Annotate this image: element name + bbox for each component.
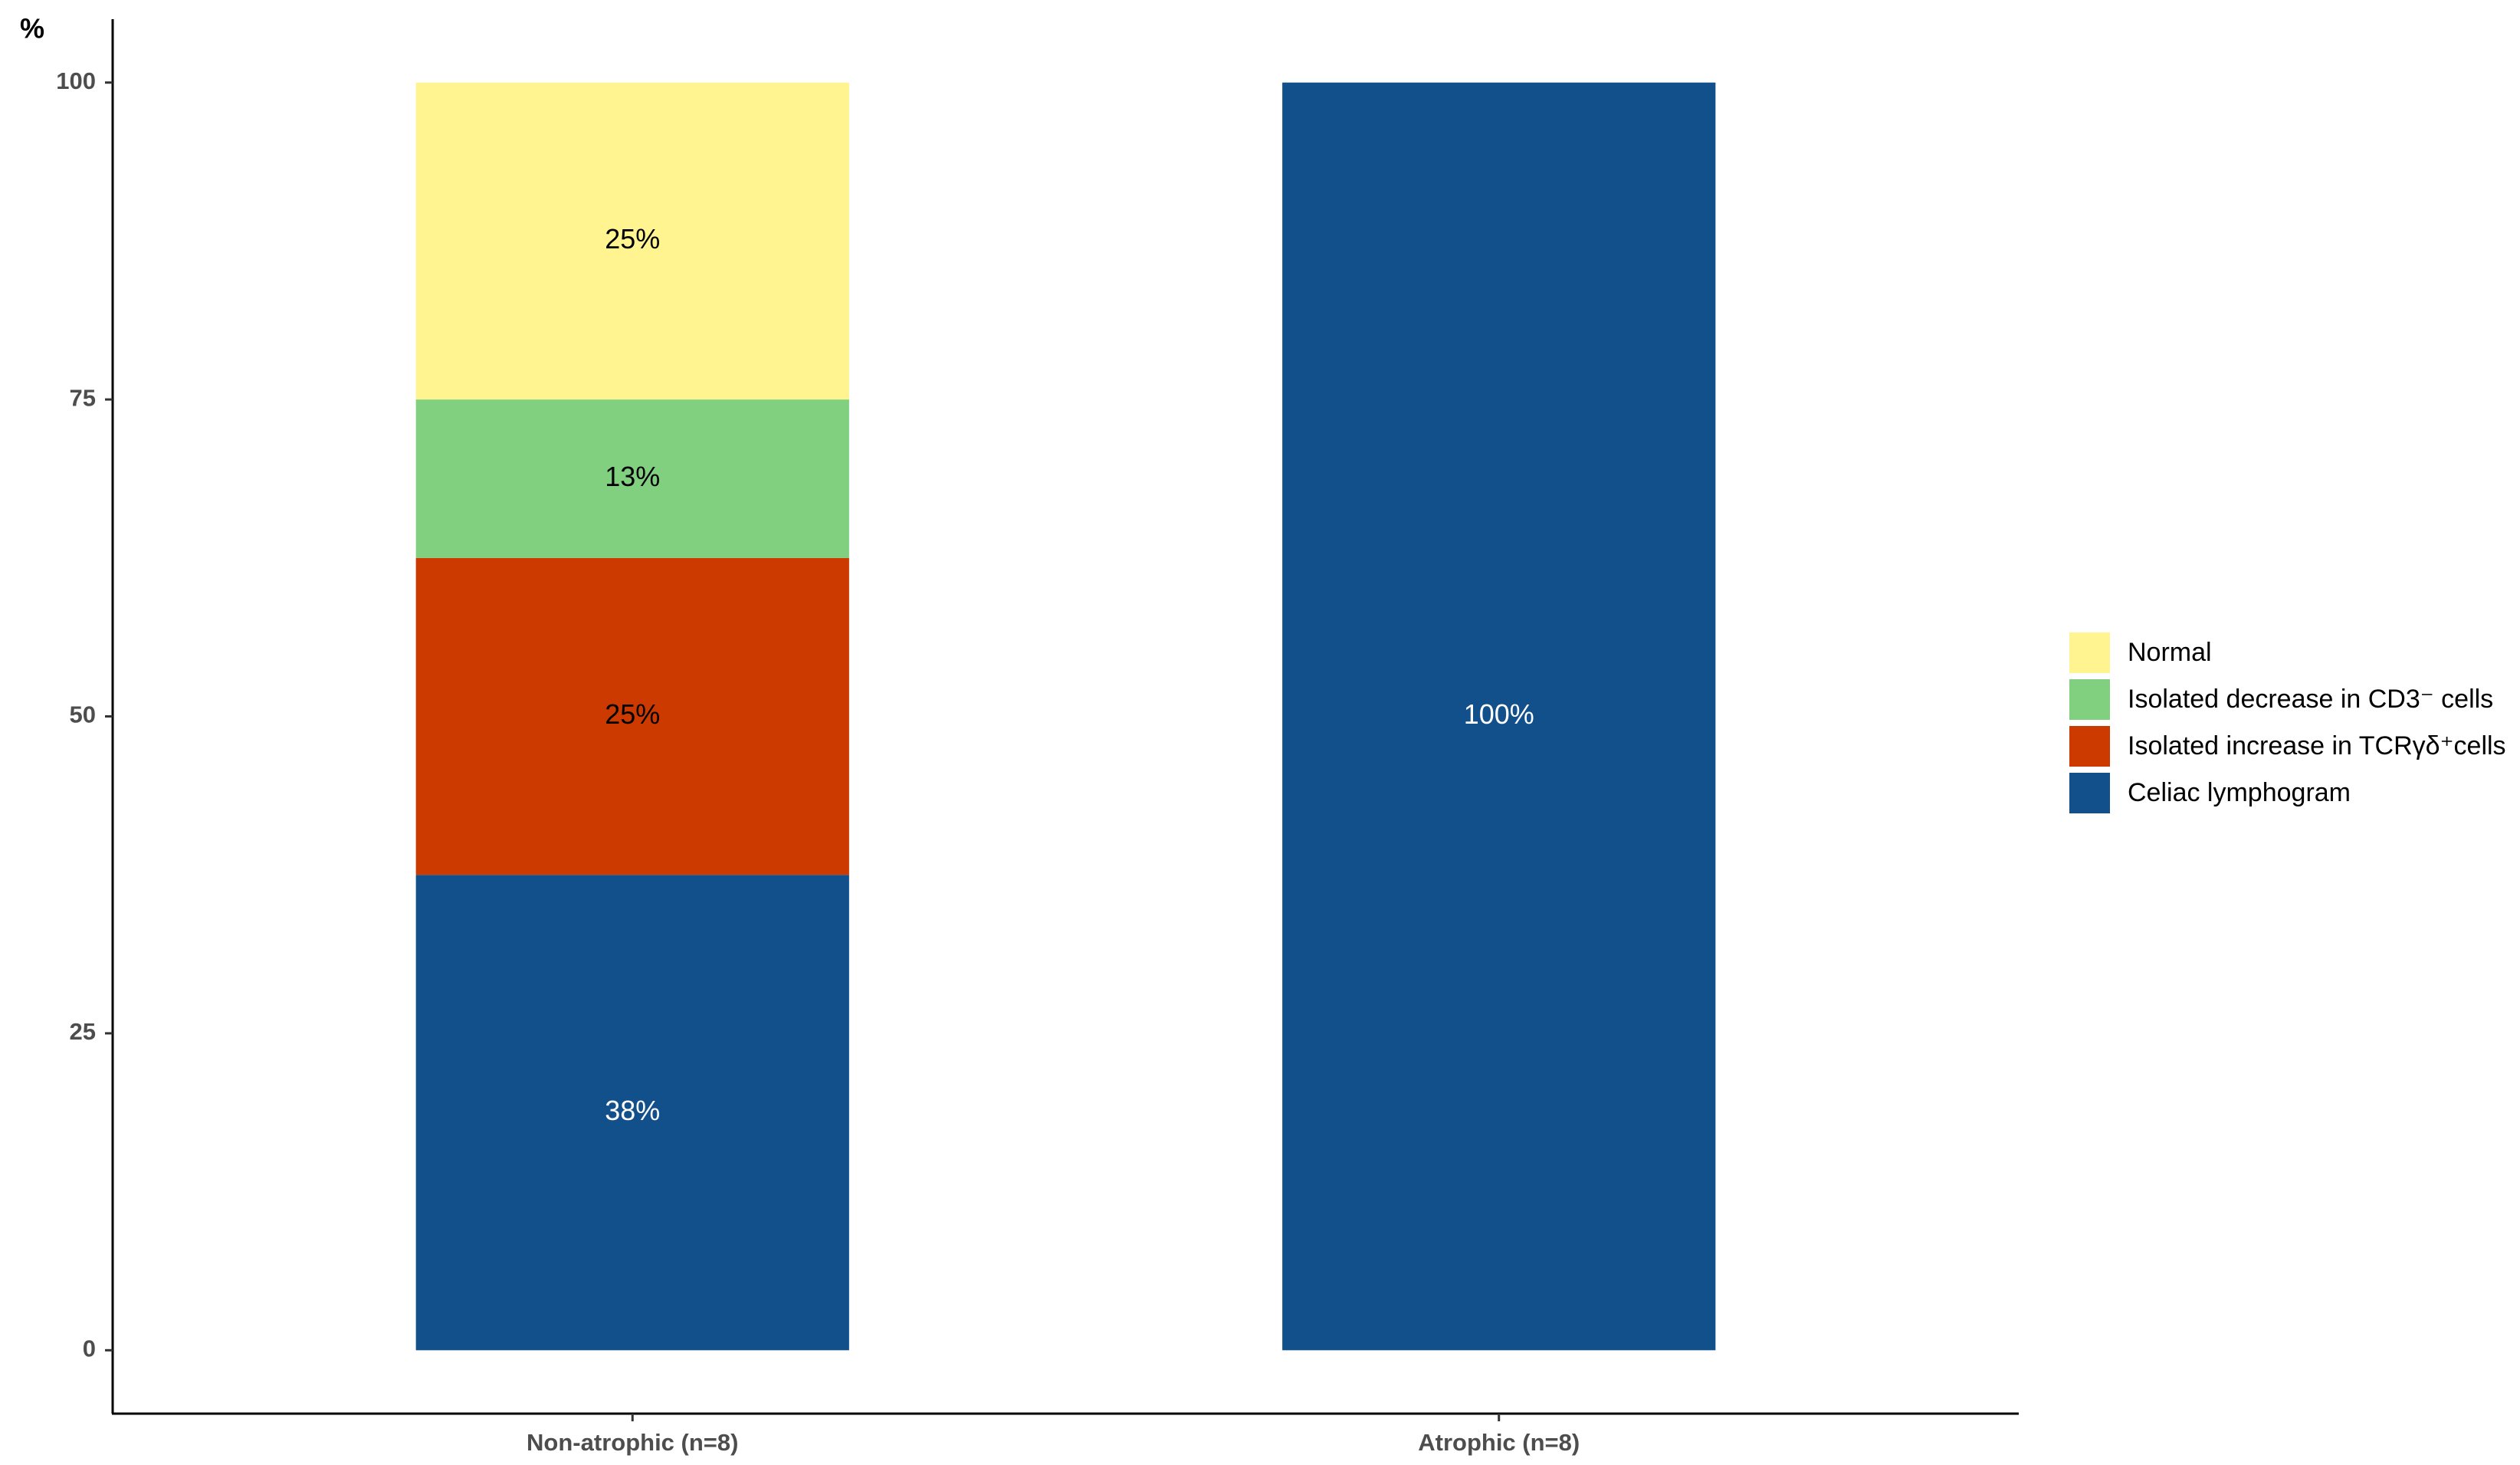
legend-key — [2068, 631, 2111, 675]
x-tick-label: Atrophic (n=8) — [1418, 1429, 1580, 1456]
data-label: 25% — [605, 223, 660, 255]
legend-key — [2068, 678, 2111, 721]
legend-label: Celiac lymphogram — [2128, 778, 2351, 807]
bar-segment — [415, 557, 849, 875]
x-tick-label: Non-atrophic (n=8) — [527, 1429, 738, 1456]
legend-key — [2068, 724, 2111, 768]
legend-label: Isolated increase in TCRγδ⁺cells — [2128, 731, 2506, 760]
y-tick-label: 25 — [70, 1018, 96, 1045]
legend-label: Normal — [2128, 638, 2212, 667]
y-tick-label: 100 — [56, 67, 96, 94]
bar-segment — [415, 82, 849, 400]
data-label: 100% — [1464, 698, 1534, 730]
y-axis-label: % — [20, 13, 44, 44]
bar-segment — [1282, 82, 1716, 1351]
legend-key — [2068, 771, 2111, 815]
y-tick-label: 50 — [70, 701, 96, 728]
legend-label: Isolated decrease in CD3⁻ cells — [2128, 685, 2493, 714]
y-tick-label: 75 — [70, 384, 96, 411]
bar-segment — [415, 875, 849, 1351]
data-label: 13% — [605, 461, 660, 492]
bar-segment — [415, 399, 849, 558]
data-label: 25% — [605, 698, 660, 730]
y-tick-label: 0 — [83, 1335, 96, 1362]
data-label: 38% — [605, 1095, 660, 1126]
